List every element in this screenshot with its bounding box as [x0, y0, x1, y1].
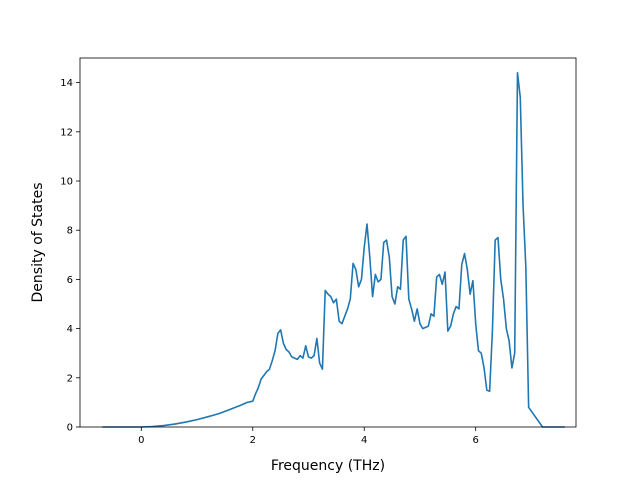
y-tick-label: 6 [67, 275, 73, 286]
y-tick-label: 8 [67, 226, 73, 237]
y-axis: 0 2 4 6 8 10 12 14 [60, 78, 80, 434]
y-tick-label: 14 [60, 78, 73, 89]
x-axis-label: Frequency (THz) [271, 458, 385, 474]
x-tick-label: 0 [138, 435, 144, 446]
x-axis: 0 2 4 6 [138, 427, 479, 446]
y-tick-label: 4 [67, 324, 73, 335]
axes-frame [79, 57, 577, 428]
dos-series-line [102, 71, 565, 428]
y-axis-label: Density of States [30, 183, 46, 303]
x-tick-label: 2 [250, 435, 256, 446]
y-tick-label: 2 [67, 373, 73, 384]
x-tick-label: 6 [472, 435, 478, 446]
plot-area [79, 57, 577, 428]
y-tick-label: 12 [60, 127, 73, 138]
y-tick-label: 0 [67, 423, 73, 434]
y-tick-label: 10 [60, 177, 73, 188]
x-tick-label: 4 [361, 435, 367, 446]
